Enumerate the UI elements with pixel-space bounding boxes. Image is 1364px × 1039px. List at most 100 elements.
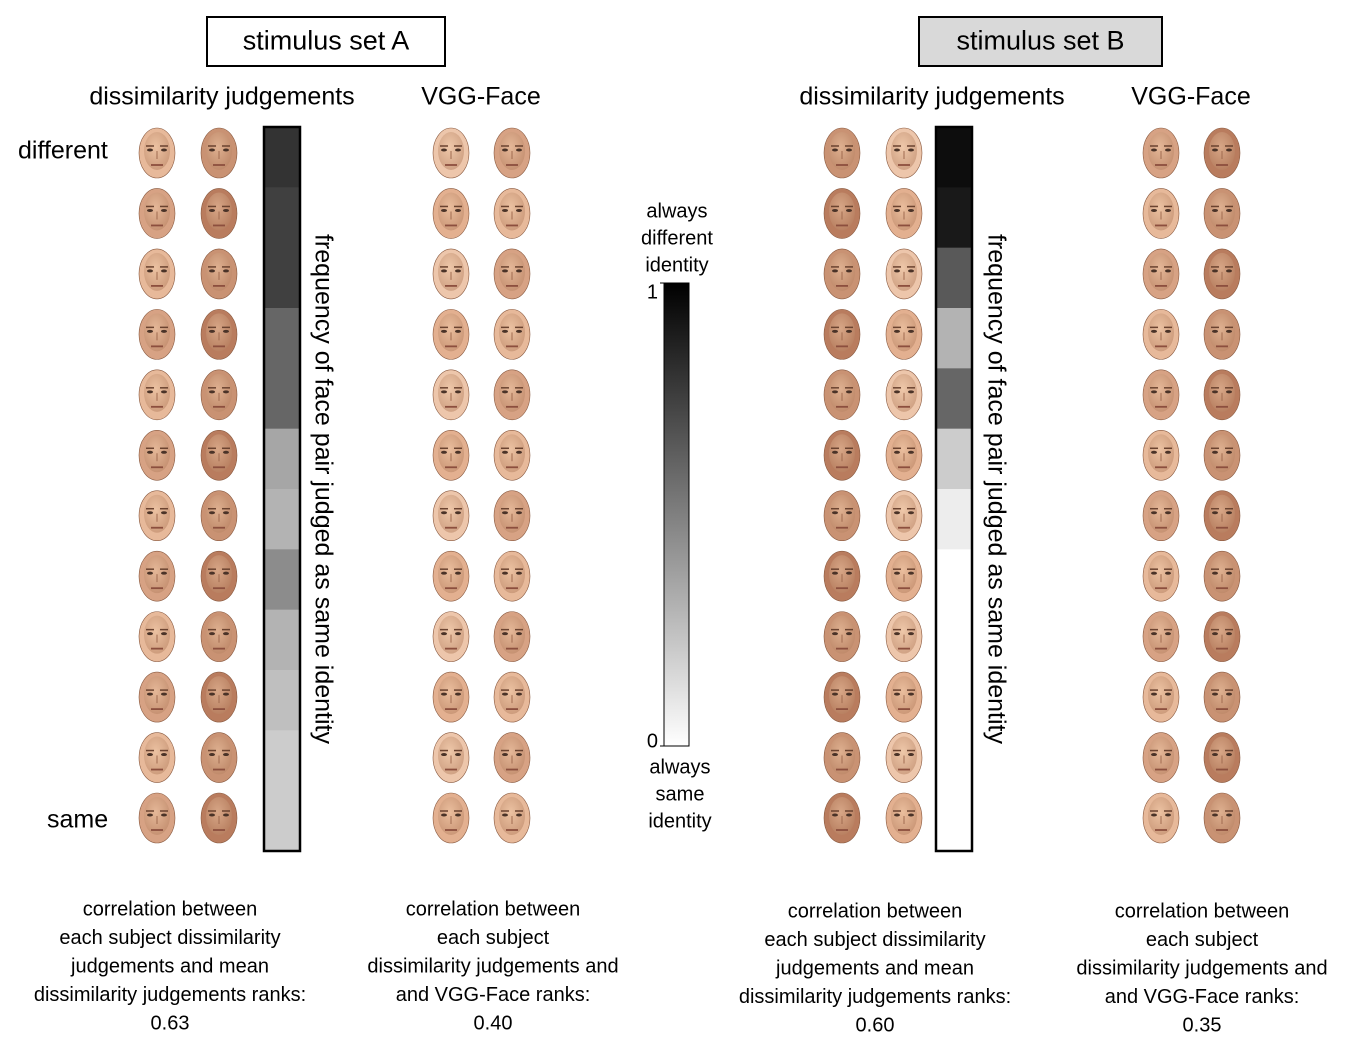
bar-cell (264, 127, 300, 188)
face-eye (894, 149, 900, 152)
face-eye (832, 511, 838, 514)
bar-cell (936, 610, 972, 671)
face-eye (147, 390, 153, 393)
face-eye (209, 390, 215, 393)
face-eye (1165, 814, 1171, 817)
bar-cell (264, 730, 300, 791)
face-eye (846, 269, 852, 272)
face-eye (441, 572, 447, 575)
colorbar-tick-label: 1 (647, 281, 658, 303)
bar-cell (936, 187, 972, 248)
face-eye (455, 390, 461, 393)
face-eye (894, 632, 900, 635)
face-eye (441, 330, 447, 333)
face-eye (1165, 330, 1171, 333)
face (886, 249, 922, 299)
face (824, 491, 860, 541)
face-eye (1212, 390, 1218, 393)
bar-cell (264, 791, 300, 852)
face (824, 249, 860, 299)
face-eye (209, 209, 215, 212)
face-eye (161, 269, 167, 272)
face-eye (1151, 632, 1157, 635)
face-eye (209, 753, 215, 756)
face-eye (441, 753, 447, 756)
face (1143, 612, 1179, 662)
face (494, 249, 530, 299)
face-eye (502, 269, 508, 272)
face (201, 491, 237, 541)
face-eye (223, 814, 229, 817)
face-eye (1165, 269, 1171, 272)
column-heading: VGG-Face (421, 83, 540, 111)
face-eye (832, 269, 838, 272)
face-eye (832, 693, 838, 696)
bar-cell (936, 791, 972, 852)
face (886, 672, 922, 722)
face (201, 430, 237, 480)
face-eye (1226, 451, 1232, 454)
face-eye (223, 390, 229, 393)
colorbar-label: same (656, 783, 705, 805)
face (886, 551, 922, 601)
face-eye (223, 330, 229, 333)
face (886, 733, 922, 783)
face (201, 551, 237, 601)
face (494, 551, 530, 601)
face (1204, 733, 1240, 783)
face-eye (1226, 693, 1232, 696)
face (433, 128, 469, 178)
face (886, 370, 922, 420)
face-eye (161, 632, 167, 635)
face-eye (455, 572, 461, 575)
face-eye (161, 753, 167, 756)
face (433, 249, 469, 299)
face-eye (161, 511, 167, 514)
face (494, 430, 530, 480)
face-eye (846, 632, 852, 635)
face-eye (223, 209, 229, 212)
face (433, 309, 469, 359)
face-eye (209, 632, 215, 635)
correlation-text: each subject dissimilarity (59, 927, 280, 949)
face-eye (1165, 511, 1171, 514)
face-eye (209, 693, 215, 696)
face-eye (1212, 269, 1218, 272)
face-eye (161, 693, 167, 696)
face-eye (846, 814, 852, 817)
face-eye (1165, 753, 1171, 756)
face (1143, 793, 1179, 843)
column-heading: VGG-Face (1131, 83, 1250, 111)
face-eye (455, 451, 461, 454)
face (201, 249, 237, 299)
face-eye (1151, 511, 1157, 514)
face (201, 612, 237, 662)
face (139, 370, 175, 420)
face-eye (209, 814, 215, 817)
face-eye (846, 511, 852, 514)
face-eye (441, 451, 447, 454)
face-eye (1151, 149, 1157, 152)
face-eye (1151, 451, 1157, 454)
face (494, 612, 530, 662)
face-eye (147, 693, 153, 696)
correlation-text: 0.35 (1183, 1014, 1222, 1034)
face (886, 430, 922, 480)
face-eye (147, 451, 153, 454)
face (433, 491, 469, 541)
bar-cell (264, 429, 300, 490)
bar-cell (936, 489, 972, 550)
face-eye (1212, 572, 1218, 575)
panel-title: stimulus set A (243, 26, 410, 56)
face-eye (441, 269, 447, 272)
face-eye (1212, 511, 1218, 514)
face-eye (455, 753, 461, 756)
face (139, 793, 175, 843)
face-eye (894, 209, 900, 212)
face-eye (502, 572, 508, 575)
face (201, 793, 237, 843)
face (824, 430, 860, 480)
face-eye (832, 632, 838, 635)
bar-cell (936, 308, 972, 369)
face (139, 430, 175, 480)
